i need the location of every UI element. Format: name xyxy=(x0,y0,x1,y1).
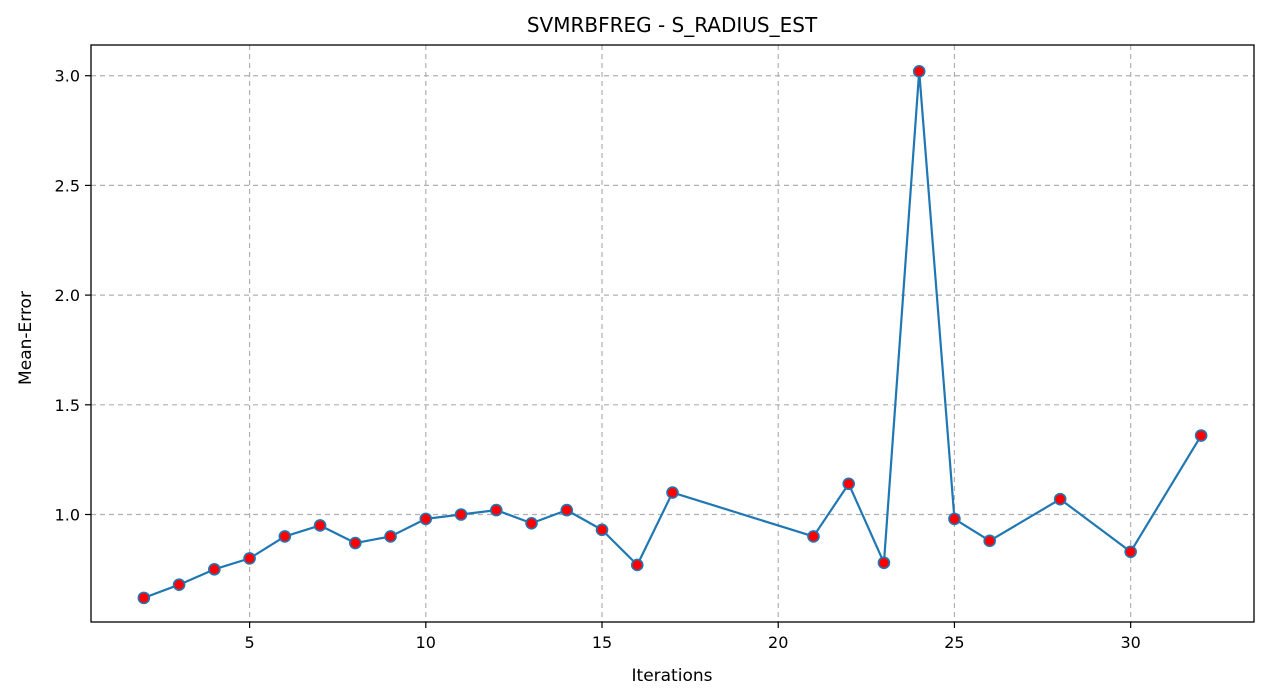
data-series xyxy=(137,65,1208,605)
x-axis-label: Iterations xyxy=(632,666,713,686)
y-tick-label: 1.5 xyxy=(55,396,80,415)
data-point xyxy=(948,512,961,526)
plot-frame xyxy=(90,44,1255,623)
y-tick-label: 3.0 xyxy=(55,67,80,86)
data-point xyxy=(1124,545,1137,559)
data-point xyxy=(983,534,996,548)
axis-ticks: 5 10 15 20 25 30 1.0 1.5 2.0 2.5 3.0 xyxy=(55,67,1141,652)
x-tick-label: 5 xyxy=(244,633,254,652)
x-tick-label: 20 xyxy=(768,633,788,652)
data-point xyxy=(630,558,644,572)
data-point xyxy=(807,530,820,543)
data-point xyxy=(560,503,574,517)
y-tick-label: 2.5 xyxy=(55,176,80,195)
data-point xyxy=(349,536,362,550)
data-point xyxy=(912,65,926,78)
data-point xyxy=(1194,429,1208,442)
x-tick-label: 15 xyxy=(592,633,612,652)
y-axis-label: Mean-Error xyxy=(16,291,36,385)
data-point xyxy=(172,578,186,592)
data-point xyxy=(525,516,538,530)
y-tick-label: 2.0 xyxy=(55,286,80,305)
data-point xyxy=(384,530,397,543)
data-point xyxy=(877,556,891,570)
data-point xyxy=(313,519,327,532)
data-point xyxy=(278,530,292,543)
data-point xyxy=(454,508,468,521)
x-tick-label: 25 xyxy=(944,633,964,652)
data-point xyxy=(595,523,609,537)
data-point xyxy=(842,477,856,491)
series-line xyxy=(143,70,1203,599)
data-point xyxy=(243,552,256,565)
data-point xyxy=(208,563,221,576)
data-point xyxy=(666,486,679,499)
y-tick-label: 1.0 xyxy=(55,505,80,524)
data-point xyxy=(489,503,503,517)
chart-title: SVMRBFREG - S_RADIUS_EST xyxy=(527,13,818,37)
data-point xyxy=(1053,492,1067,506)
x-tick-label: 10 xyxy=(416,633,436,652)
data-point xyxy=(137,591,151,605)
x-tick-label: 30 xyxy=(1120,633,1140,652)
grid xyxy=(91,45,1254,622)
data-point xyxy=(419,512,433,526)
